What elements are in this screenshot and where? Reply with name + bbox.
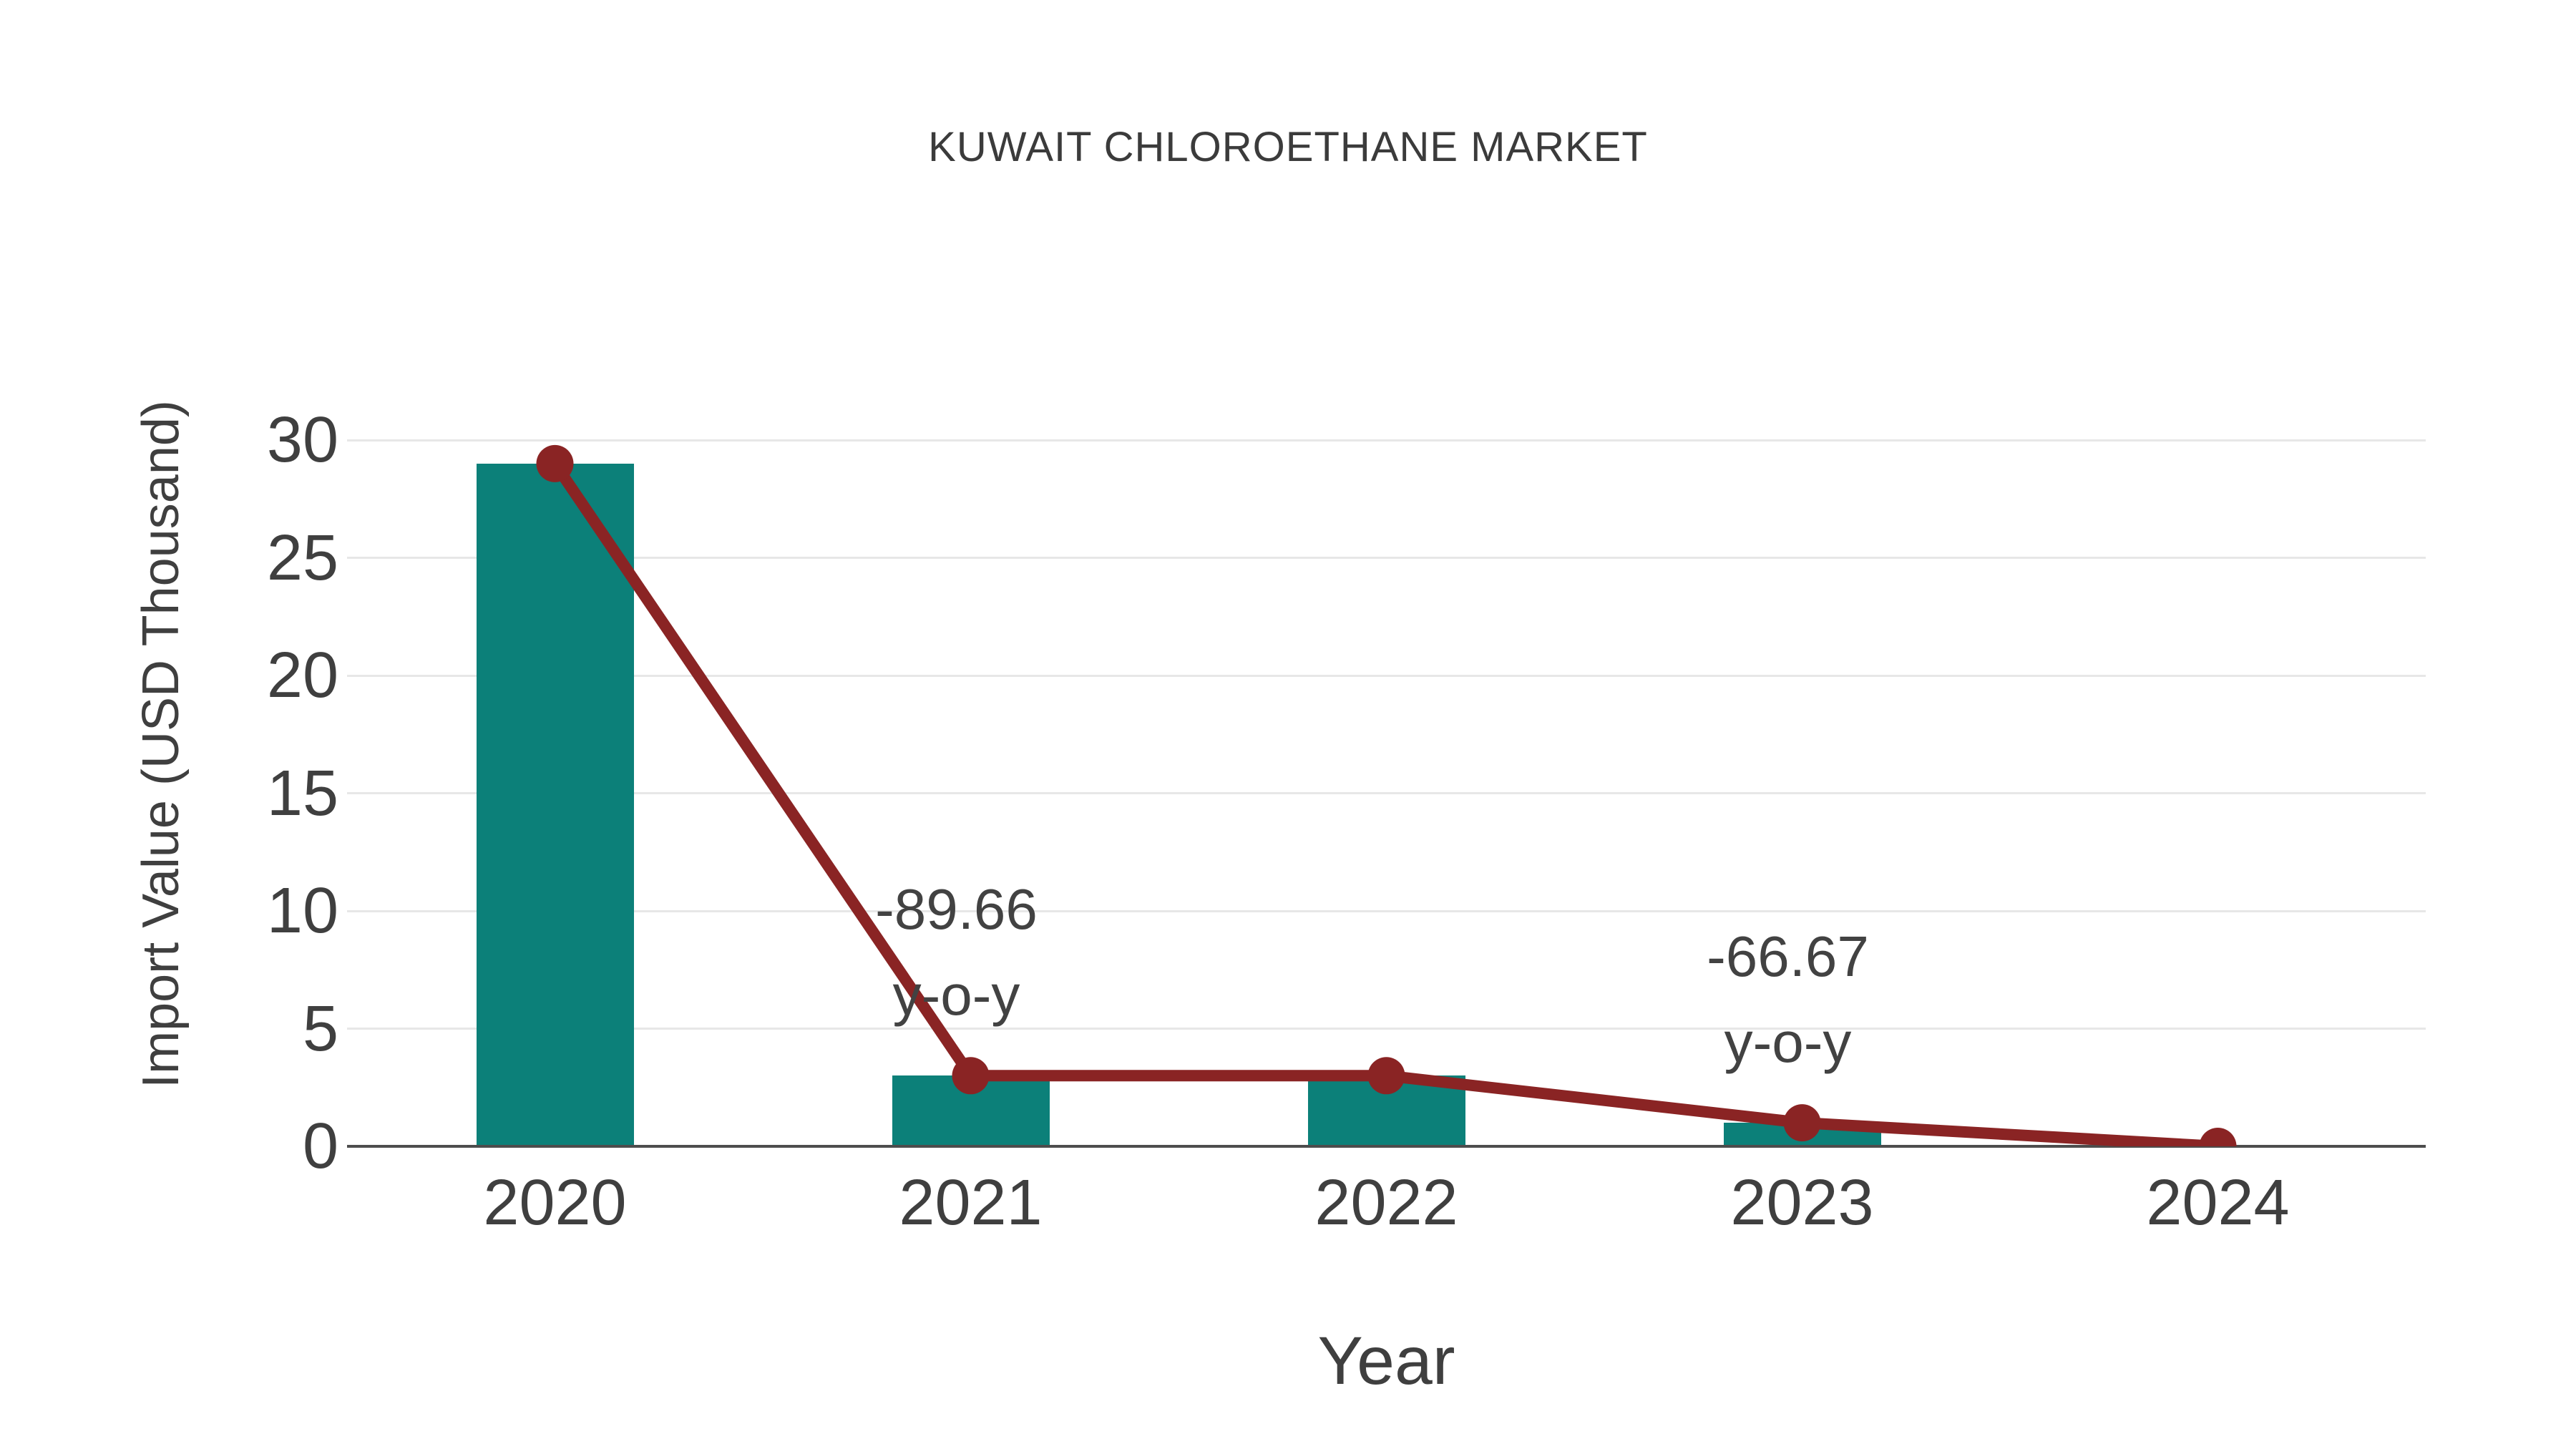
gridline bbox=[347, 674, 2426, 677]
x-axis-title: Year bbox=[1317, 1323, 1455, 1399]
y-tick-label: 25 bbox=[266, 522, 338, 594]
data-point-marker bbox=[1783, 1104, 1821, 1142]
annotation: -66.67 y-o-y bbox=[1707, 924, 1869, 1075]
data-point-marker bbox=[536, 444, 574, 482]
y-tick-label: 15 bbox=[266, 757, 338, 829]
x-tick-label: 2020 bbox=[483, 1167, 627, 1239]
data-point-marker bbox=[1367, 1057, 1405, 1095]
gridline bbox=[347, 792, 2426, 794]
y-tick-label: 10 bbox=[266, 875, 338, 947]
chart-title: KUWAIT CHLOROETHANE MARKET bbox=[928, 124, 1648, 170]
y-axis-title: Import Value (USD Thousand) bbox=[132, 400, 190, 1088]
y-tick-label: 5 bbox=[302, 992, 338, 1065]
data-point-marker bbox=[2199, 1128, 2237, 1146]
y-tick-label: 20 bbox=[266, 640, 338, 711]
gridline bbox=[347, 557, 2426, 559]
bar bbox=[476, 463, 634, 1146]
x-tick-label: 2022 bbox=[1314, 1167, 1458, 1239]
annotation: -89.66 y-o-y bbox=[875, 877, 1038, 1028]
gridline bbox=[347, 1028, 2426, 1030]
x-tick-label: 2021 bbox=[899, 1167, 1043, 1239]
gridline bbox=[347, 439, 2426, 441]
x-tick-label: 2024 bbox=[2146, 1167, 2290, 1239]
data-point-marker bbox=[952, 1057, 990, 1095]
x-tick-label: 2023 bbox=[1730, 1167, 1874, 1239]
line-series bbox=[536, 444, 2237, 1146]
y-tick-label: 30 bbox=[266, 404, 338, 476]
gridline bbox=[347, 909, 2426, 912]
x-axis-line bbox=[347, 1145, 2426, 1148]
y-tick-label: 0 bbox=[302, 1111, 338, 1182]
